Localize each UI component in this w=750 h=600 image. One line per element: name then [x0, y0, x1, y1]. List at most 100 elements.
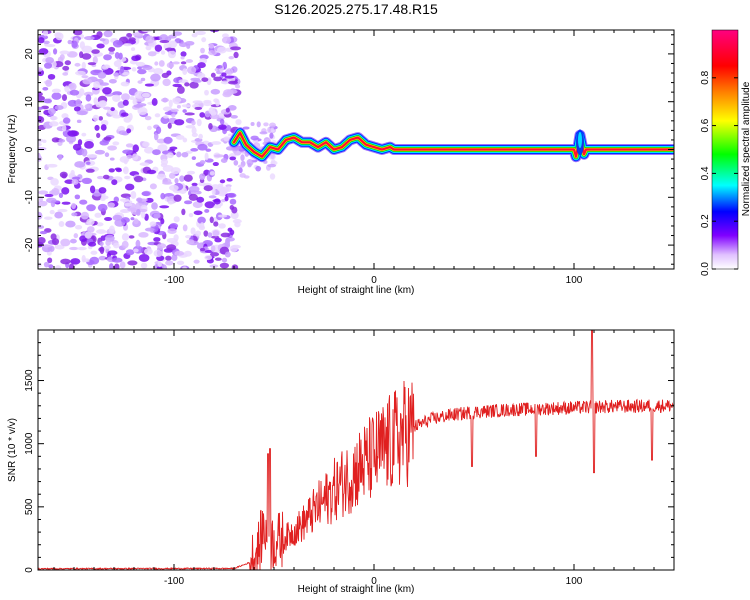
colorbar-ticks: 0.0 0.2 0.4 0.6 0.8 [700, 70, 738, 276]
noise-blob [216, 46, 227, 54]
noise-blob [119, 65, 125, 74]
noise-blob [47, 108, 57, 115]
noise-blob [94, 212, 102, 218]
noise-blob [198, 133, 203, 140]
noise-blob [96, 43, 105, 49]
noise-blob [132, 32, 144, 37]
noise-blob [250, 122, 255, 126]
noise-blob [166, 244, 177, 251]
noise-blob [112, 39, 123, 48]
noise-blob [114, 51, 120, 59]
noise-blob [171, 254, 178, 262]
noise-blob [140, 77, 146, 82]
noise-blob [43, 261, 50, 268]
noise-blob [128, 235, 135, 239]
noise-blob [156, 243, 167, 249]
noise-blob [209, 171, 216, 176]
noise-blob [145, 35, 155, 44]
noise-blob [180, 61, 187, 65]
noise-blob [267, 163, 277, 168]
noise-blob [89, 256, 100, 265]
noise-blob [180, 56, 185, 60]
noise-blob [142, 141, 150, 147]
noise-blob [79, 41, 86, 50]
noise-blob [108, 78, 117, 84]
noise-blob [108, 46, 116, 52]
noise-blob [181, 208, 186, 216]
noise-blob [267, 126, 272, 133]
noise-blob [156, 266, 163, 269]
noise-blob [230, 211, 239, 220]
noise-blob [214, 257, 222, 261]
noise-blob [84, 231, 92, 239]
noise-blob [110, 107, 115, 112]
noise-blob [108, 168, 115, 173]
noise-blob [224, 251, 231, 258]
noise-blob [269, 132, 274, 139]
noise-blob [160, 97, 169, 103]
noise-blob [38, 153, 42, 162]
noise-blob [140, 210, 146, 219]
noise-blob [162, 106, 173, 112]
noise-blob [122, 99, 129, 106]
noise-blob [51, 92, 62, 100]
noise-blob [122, 72, 130, 76]
noise-blob [191, 126, 197, 135]
noise-blob [75, 70, 86, 76]
noise-blob [97, 203, 108, 212]
noise-blob [229, 156, 237, 161]
noise-blob [120, 93, 131, 101]
noise-blob [98, 255, 107, 261]
noise-blob [147, 51, 157, 57]
noise-blob [74, 194, 81, 200]
noise-blob [137, 80, 143, 84]
noise-blob [165, 260, 174, 266]
noise-blob [98, 82, 110, 86]
noise-blob [227, 227, 233, 232]
snr-ylabel: SNR (10 * v/v) [7, 418, 18, 482]
noise-blob [45, 57, 55, 64]
noise-blob [71, 212, 78, 217]
noise-blob [167, 200, 174, 205]
colorbar: 0.0 0.2 0.4 0.6 0.8 Normalized spectral ampl… [700, 29, 750, 276]
noise-blob [68, 83, 75, 89]
noise-blob [45, 44, 56, 48]
noise-blob [193, 210, 203, 216]
noise-blob [41, 244, 52, 248]
noise-blob [204, 255, 213, 261]
noise-blob [180, 51, 187, 57]
y-tick-label: 0 [24, 146, 35, 152]
noise-blob [141, 191, 151, 197]
noise-blob [195, 30, 206, 36]
noise-blob [185, 235, 191, 239]
noise-blob [105, 239, 111, 246]
noise-blob [174, 177, 179, 184]
noise-blob [74, 62, 81, 67]
noise-blob [192, 100, 203, 104]
noise-blob [113, 60, 122, 68]
noise-blob [207, 232, 213, 238]
noise-blob [218, 223, 226, 229]
noise-blob [197, 62, 206, 69]
noise-blob [54, 265, 62, 269]
noise-blob [48, 264, 54, 269]
noise-blob [80, 211, 90, 220]
colorbar-gradient [711, 29, 739, 270]
noise-blob [157, 144, 168, 152]
noise-blob [197, 143, 208, 151]
noise-blob [201, 37, 207, 43]
noise-blob [38, 262, 42, 268]
noise-blob [133, 218, 139, 225]
noise-blob [191, 33, 198, 38]
noise-blob [59, 171, 68, 178]
noise-blob [76, 110, 88, 116]
noise-blob [130, 217, 135, 221]
noise-blob [204, 152, 209, 161]
noise-blob [81, 132, 87, 137]
noise-blob [250, 135, 259, 141]
noise-blob [65, 220, 76, 228]
noise-blob [153, 68, 164, 75]
x-tick-label: -100 [164, 275, 184, 286]
noise-blob [113, 196, 120, 203]
noise-blob [263, 138, 272, 142]
